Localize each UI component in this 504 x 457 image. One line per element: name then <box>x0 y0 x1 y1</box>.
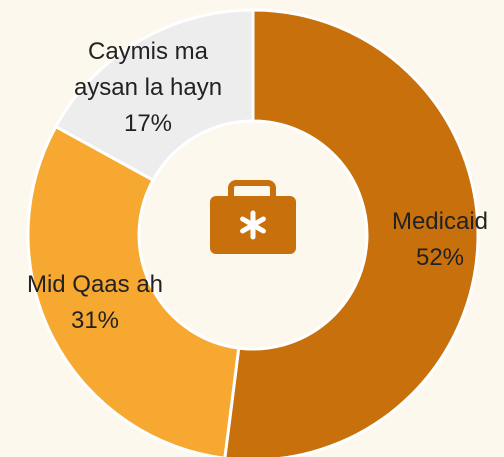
value-label: 17% <box>123 110 173 137</box>
donut-slice <box>223 8 480 457</box>
slice-label: Medicaid 52% <box>350 204 504 276</box>
category-label: Mid Qaas ah <box>26 271 164 298</box>
category-label: Medicaid <box>391 208 489 235</box>
slice-label: Mid Qaas ah 31% <box>0 267 195 339</box>
donut-slice <box>26 124 241 457</box>
slices <box>26 8 480 457</box>
slice-label: Caymis ma aysan la hayn 17% <box>48 34 248 142</box>
value-label: 31% <box>70 307 120 334</box>
value-label: 52% <box>415 244 465 271</box>
donut-slice <box>53 8 255 183</box>
briefcase-icon <box>210 180 296 254</box>
category-label: Caymis ma aysan la hayn <box>73 38 223 101</box>
